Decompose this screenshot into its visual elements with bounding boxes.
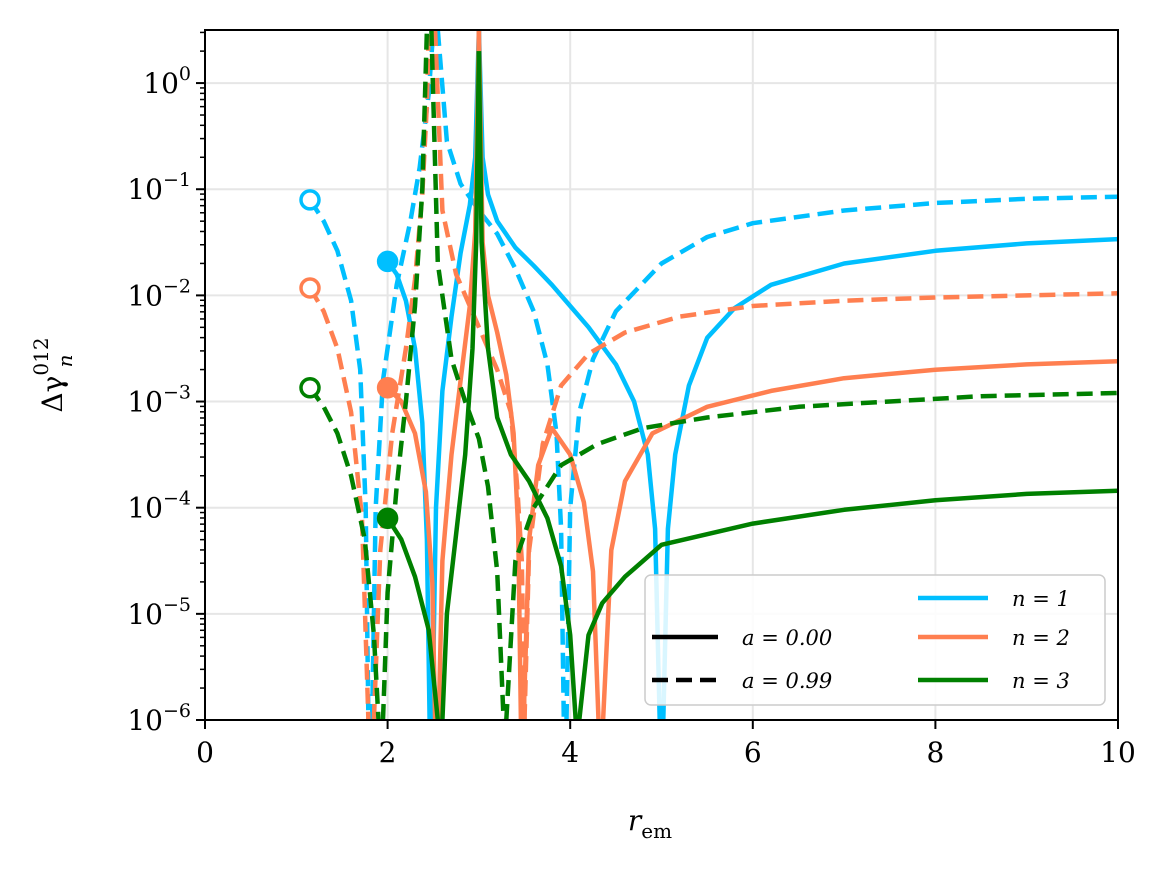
series-line <box>308 286 371 720</box>
series-line <box>504 390 1118 720</box>
series-layer <box>308 30 1118 720</box>
series-line <box>308 198 371 720</box>
series-line <box>600 358 1118 720</box>
legend-label-n1: n = 1 <box>1012 587 1070 611</box>
y-tick-label: 100 <box>143 63 191 100</box>
y-tick-label: 10−2 <box>127 275 191 312</box>
x-tick-label: 0 <box>196 736 214 769</box>
y-tick-label: 10−1 <box>127 169 191 206</box>
y-tick-exponent: −2 <box>163 275 191 297</box>
marker-n2-a000-start <box>376 376 399 399</box>
series-line <box>380 30 430 720</box>
y-tick-label: 10−4 <box>127 488 191 525</box>
series-line <box>440 51 482 720</box>
y-tick-exponent: −5 <box>163 594 191 616</box>
series-line <box>435 30 567 720</box>
y-tick-exponent: −1 <box>163 169 191 191</box>
marker-n1-a099-start <box>299 189 321 211</box>
x-axis-label: rem <box>628 804 672 843</box>
series-line <box>564 194 1118 720</box>
y-tick-base: 10 <box>143 67 179 100</box>
x-tick-label: 10 <box>1100 736 1136 769</box>
series-line <box>385 517 441 720</box>
plot-frame <box>204 29 1119 721</box>
y-tick-exponent: −3 <box>163 382 191 404</box>
marker-n1-a000-start <box>376 250 399 273</box>
y-tick-base: 10 <box>127 173 163 206</box>
y-tick-base: 10 <box>127 386 163 419</box>
marker-n3-a099-start <box>299 376 321 399</box>
x-tick-label: 8 <box>926 736 944 769</box>
y-tick-label: 10−3 <box>127 382 191 419</box>
y-axis-label: Δγ012n <box>29 337 77 412</box>
series-line <box>308 386 381 720</box>
legend: a = 0.00 a = 0.99 n = 1 n = 2 n = 3 <box>644 574 1106 706</box>
marker-layer <box>299 189 399 530</box>
series-line <box>522 291 1118 720</box>
legend-label-a0: a = 0.00 <box>742 626 832 650</box>
marker-n3-a000-start <box>376 507 399 530</box>
y-tick-exponent: −4 <box>163 488 191 510</box>
series-line <box>432 30 527 720</box>
y-tick-label: 10−6 <box>127 700 191 737</box>
legend-label-a099: a = 0.99 <box>742 669 832 693</box>
y-tick-base: 10 <box>127 704 163 737</box>
series-line <box>369 30 436 720</box>
y-tick-base: 10 <box>127 492 163 525</box>
legend-box <box>644 574 1106 706</box>
y-tick-base: 10 <box>127 279 163 312</box>
y-tick-exponent: −6 <box>163 700 191 722</box>
x-tick-label: 4 <box>561 736 579 769</box>
y-tick-label: 10−5 <box>127 594 191 631</box>
legend-label-n3: n = 3 <box>1012 669 1070 693</box>
legend-label-n2: n = 2 <box>1012 626 1070 650</box>
y-tick-base: 10 <box>127 598 163 631</box>
series-line <box>577 488 1118 720</box>
series-line <box>429 30 506 720</box>
marker-n2-a099-start <box>299 277 321 299</box>
x-tick-label: 2 <box>379 736 397 769</box>
x-tick-label: 6 <box>744 736 762 769</box>
y-tick-exponent: 0 <box>179 63 191 85</box>
series-line <box>476 51 578 720</box>
